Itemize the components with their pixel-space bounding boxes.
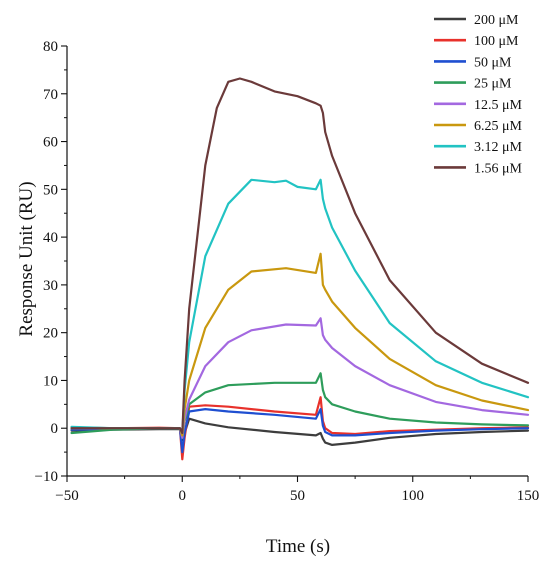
x-tick-label: 50: [290, 488, 305, 504]
series-layer: [70, 77, 530, 461]
axes-layer: [66, 46, 528, 477]
x-tick-label: −50: [55, 488, 78, 504]
y-tick-label: 60: [43, 135, 58, 151]
x-tick-label: 150: [517, 488, 540, 504]
legend-label: 1.56 μM: [474, 161, 523, 176]
legend-label: 3.12 μM: [474, 140, 523, 155]
y-tick-label: 50: [43, 182, 58, 198]
legend-label: 200 μM: [474, 13, 519, 28]
series-line-4: [70, 317, 530, 439]
y-tick-label: 30: [43, 278, 58, 294]
legend-label: 6.25 μM: [474, 119, 523, 134]
legend: 200 μM 100 μM 50 μM 25 μM 12.5 μM 6.25 μM 3.12…: [434, 13, 523, 176]
x-tick-label: 0: [179, 488, 187, 504]
series-line-2: [70, 408, 530, 454]
y-tick-label: 20: [43, 326, 58, 342]
legend-label: 100 μM: [474, 34, 519, 49]
y-tick-label: 40: [43, 230, 58, 246]
y-tick-label: 80: [43, 39, 58, 55]
legend-label: 50 μM: [474, 55, 512, 70]
legend-label: 25 μM: [474, 77, 512, 92]
y-axis-title: Response Unit (RU): [16, 181, 37, 336]
series-line-6: [70, 178, 530, 435]
ticks-layer: −10 0 10 20 30 40 50 60 70 80 −50 0 50 100 150: [35, 39, 540, 504]
x-axis-title: Time (s): [266, 536, 330, 557]
y-tick-label: 70: [43, 87, 58, 103]
y-tick-label: −10: [35, 469, 58, 485]
series-line-7: [70, 77, 530, 435]
series-line-5: [70, 252, 530, 437]
y-tick-label: 10: [43, 373, 58, 389]
x-tick-label: 100: [402, 488, 425, 504]
y-tick-label: 0: [51, 421, 59, 437]
legend-label: 12.5 μM: [474, 98, 523, 113]
